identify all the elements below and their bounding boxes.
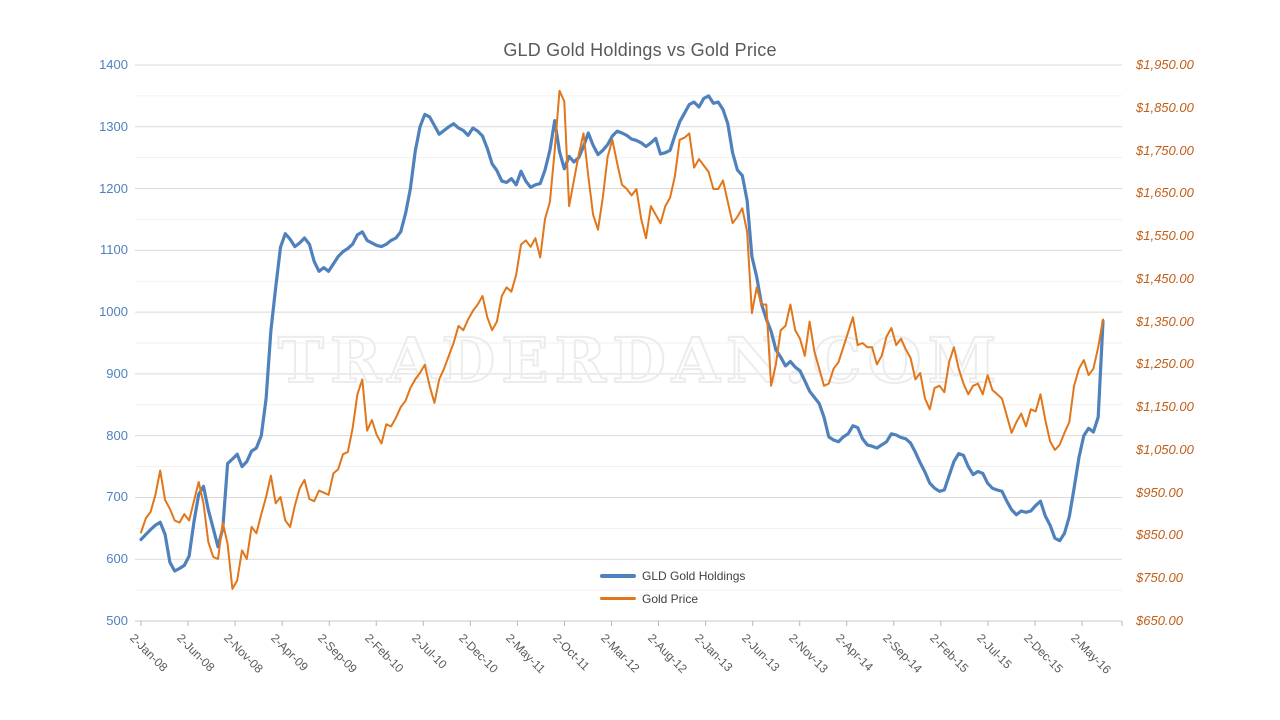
x-axis-tick-label: 2-Nov-08 bbox=[221, 631, 266, 676]
chart-title: GLD Gold Holdings vs Gold Price bbox=[503, 40, 777, 60]
legend-item-gld-holdings: GLD Gold Holdings bbox=[600, 568, 745, 583]
y-axis-left-tick-label: 1300 bbox=[99, 118, 128, 134]
x-axis-tick-label: 2-Jun-13 bbox=[738, 631, 783, 675]
x-axis-tick-label: 2-Sep-09 bbox=[315, 631, 361, 676]
x-axis-tick-label: 2-Dec-10 bbox=[456, 631, 502, 676]
y-axis-right-tick-label: $650.00 bbox=[1136, 613, 1183, 628]
x-axis-tick-label: 2-Feb-10 bbox=[362, 631, 407, 676]
gld-holdings-line-swatch bbox=[600, 573, 636, 578]
x-axis-tick-label: 2-Sep-14 bbox=[879, 631, 925, 676]
x-axis-tick-label: 2-May-11 bbox=[503, 631, 549, 677]
x-axis-tick-label: 2-Mar-12 bbox=[597, 631, 642, 676]
y-axis-left-tick-label: 500 bbox=[106, 613, 128, 628]
legend-label-gld-holdings: GLD Gold Holdings bbox=[642, 568, 746, 583]
y-axis-left-tick-label: 600 bbox=[106, 551, 128, 567]
y-axis-right-tick-label: $1,650.00 bbox=[1136, 185, 1194, 201]
gold-price-line-swatch bbox=[600, 597, 636, 600]
y-axis-right-tick-label: $1,350.00 bbox=[1136, 313, 1194, 329]
y-axis-left-tick-label: 1400 bbox=[99, 57, 128, 72]
x-axis-tick-label: 2-Dec-15 bbox=[1021, 631, 1066, 676]
y-axis-left-tick-label: 900 bbox=[106, 365, 128, 381]
x-axis-tick-label: 2-Aug-12 bbox=[644, 631, 690, 676]
x-axis-tick-label: 2-Jul-15 bbox=[973, 631, 1015, 672]
y-axis-right-tick-label: $1,950.00 bbox=[1136, 57, 1194, 72]
y-axis-right-tick-label: $1,250.00 bbox=[1136, 356, 1194, 372]
x-axis-tick-label: 2-Apr-14 bbox=[832, 631, 876, 674]
y-axis-left-tick-label: 700 bbox=[106, 489, 128, 505]
y-axis-left-tick-label: 1000 bbox=[99, 304, 128, 320]
y-axis-left-tick-label: 1200 bbox=[99, 180, 128, 196]
x-axis-tick-label: 2-Jul-10 bbox=[409, 631, 450, 672]
x-axis-tick-label: 2-Oct-11 bbox=[550, 631, 593, 674]
y-axis-right-tick-label: $750.00 bbox=[1136, 570, 1183, 586]
y-axis-right-tick-label: $1,150.00 bbox=[1136, 399, 1194, 415]
legend-item-gold-price: Gold Price bbox=[600, 591, 745, 606]
y-axis-right-tick-label: $950.00 bbox=[1136, 484, 1183, 500]
x-axis-tick-label: 2-Jan-13 bbox=[691, 631, 736, 675]
y-axis-left-tick-label: 800 bbox=[106, 427, 128, 443]
legend-label-gold-price: Gold Price bbox=[642, 591, 699, 606]
x-axis-tick-label: 2-Jan-08 bbox=[127, 631, 171, 675]
y-axis-left-tick-label: 1100 bbox=[100, 242, 128, 258]
x-axis-tick-label: 2-May-16 bbox=[1068, 631, 1114, 677]
y-axis-right-tick-label: $1,050.00 bbox=[1136, 441, 1194, 457]
x-axis-tick-label: 2-Feb-15 bbox=[926, 631, 972, 676]
y-axis-right-tick-label: $850.00 bbox=[1136, 527, 1183, 543]
x-axis-tick-label: 2-Jun-08 bbox=[174, 631, 218, 675]
x-axis-tick-label: 2-Apr-09 bbox=[268, 631, 312, 674]
y-axis-right-tick-label: $1,450.00 bbox=[1136, 270, 1194, 286]
y-axis-right-tick-label: $1,850.00 bbox=[1136, 99, 1194, 115]
y-axis-right-tick-label: $1,750.00 bbox=[1136, 142, 1194, 158]
watermark: TRADERDAN.COM bbox=[277, 323, 1003, 398]
legend: GLD Gold Holdings Gold Price bbox=[600, 568, 745, 614]
x-axis-tick-label: 2-Nov-13 bbox=[785, 631, 831, 676]
y-axis-right-tick-label: $1,550.00 bbox=[1136, 228, 1194, 244]
